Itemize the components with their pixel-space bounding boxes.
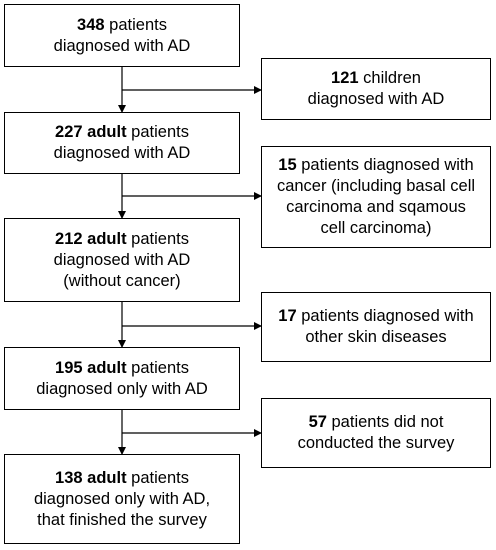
box-text: diagnosed with AD	[307, 90, 445, 108]
box-text: conducted the survey	[297, 434, 455, 452]
box-text: patients	[126, 468, 189, 487]
exclusion-box-1: 121 children diagnosed with AD	[261, 58, 491, 120]
bold-count-text: 121	[331, 69, 359, 87]
bold-count-text: 138 adult	[55, 468, 127, 487]
box-text-line: 195 adult patients	[55, 358, 189, 379]
main-box-5: 138 adult patients diagnosed only with AD…	[4, 454, 240, 544]
box-text-line: conducted the survey	[298, 433, 455, 454]
box-text: diagnosed with AD	[53, 250, 191, 269]
box-text: patients	[126, 229, 189, 248]
box-text: patients did not	[326, 413, 444, 431]
box-text: patients diagnosed with	[296, 307, 474, 325]
box-text-line: 227 adult patients	[55, 122, 189, 143]
box-text-line: diagnosed only with AD	[36, 379, 208, 400]
box-text-line: 17 patients diagnosed with	[278, 306, 473, 327]
exclusion-box-3: 17 patients diagnosed with other skin dis…	[261, 292, 491, 362]
main-box-3: 212 adult patients diagnosed with AD (with…	[4, 218, 240, 302]
box-text-line: 212 adult patients	[55, 229, 189, 250]
box-text-line: diagnosed with AD	[54, 250, 191, 271]
box-text: diagnosed with AD	[53, 36, 191, 55]
box-text-line: 57 patients did not	[309, 412, 444, 433]
box-text-line: diagnosed with AD	[308, 89, 445, 110]
bold-count-text: 57	[308, 413, 327, 431]
box-text: that finished the survey	[37, 510, 207, 529]
box-text-line: diagnosed with AD	[54, 143, 191, 164]
box-text-line: that finished the survey	[37, 510, 207, 531]
box-text-line: diagnosed with AD	[54, 36, 191, 57]
box-text: other skin diseases	[305, 328, 447, 346]
box-text: (without cancer)	[63, 271, 181, 290]
box-text: patients	[104, 15, 167, 34]
box-text: cancer (including basal cell	[276, 177, 476, 195]
box-text: diagnosed only with AD	[36, 379, 208, 398]
bold-count-text: 17	[278, 307, 297, 325]
box-text: children	[358, 69, 421, 87]
exclusion-box-2: 15 patients diagnosed with cancer (includ…	[261, 146, 491, 248]
box-text-line: 15 patients diagnosed with	[278, 155, 473, 176]
box-text-line: (without cancer)	[63, 271, 180, 292]
main-box-2: 227 adult patients diagnosed with AD	[4, 112, 240, 174]
bold-count-text: 227 adult	[55, 123, 127, 141]
box-text-line: carcinoma and sqamous	[286, 197, 466, 218]
box-text-line: cell carcinoma)	[321, 218, 432, 239]
exclusion-box-4: 57 patients did not conducted the survey	[261, 398, 491, 468]
main-box-1: 348 patients diagnosed with AD	[4, 4, 240, 67]
box-text: patients	[126, 123, 189, 141]
bold-count-text: 348	[77, 15, 105, 34]
bold-count-text: 212 adult	[55, 229, 127, 248]
box-text-line: 348 patients	[77, 15, 167, 36]
box-text: diagnosed only with AD,	[33, 489, 211, 508]
bold-count-text: 15	[278, 156, 297, 174]
box-text-line: diagnosed only with AD,	[34, 489, 210, 510]
box-text: cell carcinoma)	[320, 219, 432, 237]
box-text: patients diagnosed with	[296, 156, 474, 174]
box-text-line: 121 children	[331, 68, 421, 89]
bold-count-text: 195 adult	[55, 358, 127, 377]
box-text-line: other skin diseases	[305, 327, 446, 348]
box-text-line: cancer (including basal cell	[277, 176, 475, 197]
box-text-line: 138 adult patients	[55, 468, 189, 489]
box-text: carcinoma and sqamous	[286, 198, 466, 216]
main-box-4: 195 adult patients diagnosed only with AD	[4, 347, 240, 410]
box-text: diagnosed with AD	[53, 144, 191, 162]
box-text: patients	[126, 358, 189, 377]
